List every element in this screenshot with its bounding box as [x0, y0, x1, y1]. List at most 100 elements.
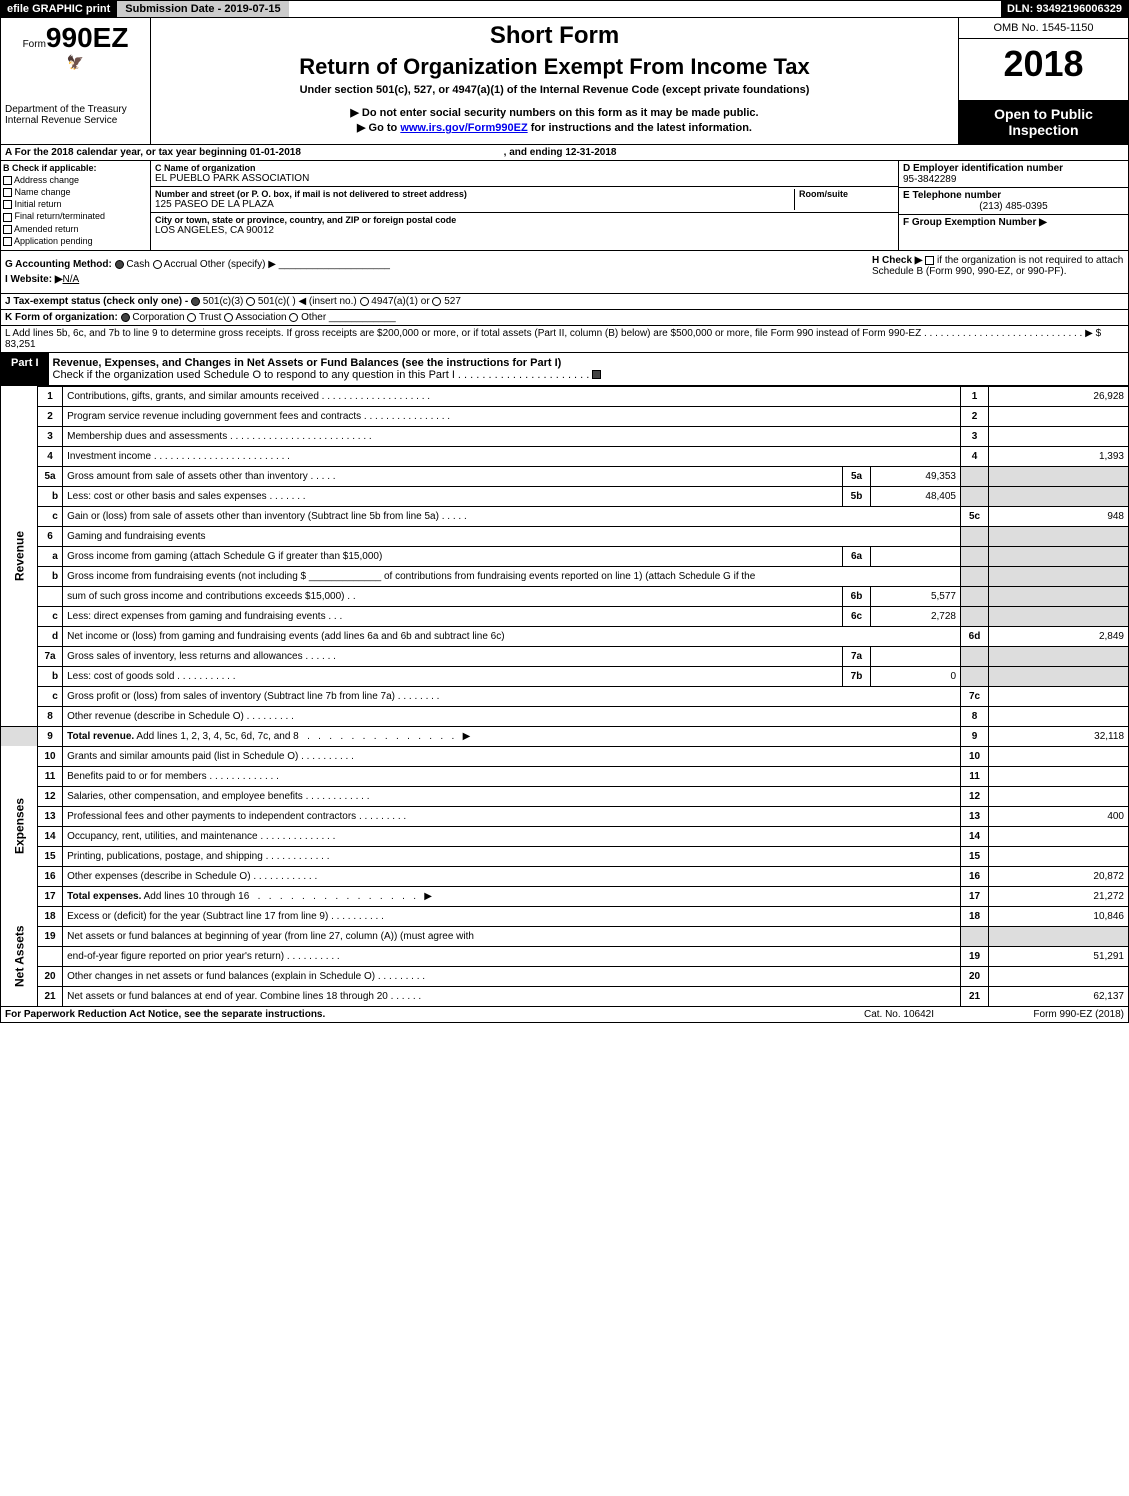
line-6c-num: c [38, 606, 63, 626]
line-5c-val: 948 [989, 506, 1129, 526]
footer-form-ref: Form 990-EZ (2018) [974, 1009, 1124, 1020]
col-b-right: D Employer identification number 95-3842… [898, 161, 1128, 250]
h-label: H Check ▶ [872, 255, 922, 266]
line-4: 4 Investment income . . . . . . . . . . … [1, 446, 1129, 466]
line-7a: 7a Gross sales of inventory, less return… [1, 646, 1129, 666]
amended-label: Amended return [14, 224, 79, 234]
line-3-box: 3 [961, 426, 989, 446]
radio-501c3[interactable] [191, 297, 200, 306]
line-20-num: 20 [38, 966, 63, 986]
pending-label: Application pending [14, 236, 93, 246]
checkbox-amended[interactable] [3, 225, 12, 234]
line-8: 8 Other revenue (describe in Schedule O)… [1, 706, 1129, 726]
line-6a-val-shaded [989, 546, 1129, 566]
radio-501c[interactable] [246, 297, 255, 306]
line-8-val [989, 706, 1129, 726]
line-5b-subval: 48,405 [871, 486, 961, 506]
radio-accrual[interactable] [153, 260, 162, 269]
line-5a-val-shaded [989, 466, 1129, 486]
line-8-num: 8 [38, 706, 63, 726]
line-8-box: 8 [961, 706, 989, 726]
line-21-box: 21 [961, 986, 989, 1006]
initial-label: Initial return [15, 199, 62, 209]
city-label: City or town, state or province, country… [155, 215, 894, 225]
f-label: F Group Exemption Number ▶ [903, 217, 1124, 228]
line-4-box: 4 [961, 446, 989, 466]
j-label: J Tax-exempt status (check only one) - [5, 296, 188, 307]
line-19b-desc: end-of-year figure reported on prior yea… [63, 946, 961, 966]
topbar: efile GRAPHIC print Submission Date - 20… [0, 0, 1129, 18]
j-opt4: 527 [444, 296, 461, 307]
line-13: 13 Professional fees and other payments … [1, 806, 1129, 826]
row-a-tax-year: A For the 2018 calendar year, or tax yea… [0, 145, 1129, 161]
line-7a-desc: Gross sales of inventory, less returns a… [63, 646, 843, 666]
irs-link[interactable]: www.irs.gov/Form990EZ [400, 122, 527, 134]
side-label-revenue: Revenue [1, 386, 38, 726]
part1-title: Revenue, Expenses, and Changes in Net As… [53, 357, 562, 369]
org-name: EL PUEBLO PARK ASSOCIATION [155, 173, 894, 184]
line-6a: a Gross income from gaming (attach Sched… [1, 546, 1129, 566]
line-7b-box-shaded [961, 666, 989, 686]
k-corp: Corporation [132, 312, 184, 323]
efile-print-button[interactable]: efile GRAPHIC print [1, 1, 116, 17]
line-5a-desc: Gross amount from sale of assets other t… [63, 466, 843, 486]
line-14: 14 Occupancy, rent, utilities, and maint… [1, 826, 1129, 846]
line-14-box: 14 [961, 826, 989, 846]
checkbox-final-return[interactable] [3, 213, 12, 222]
line-6b2-num [38, 586, 63, 606]
line-11-val [989, 766, 1129, 786]
line-21-val: 62,137 [989, 986, 1129, 1006]
checkbox-part1[interactable] [592, 370, 601, 379]
radio-assoc[interactable] [224, 313, 233, 322]
open-to-public: Open to Public Inspection [958, 100, 1128, 144]
part1-header: Part I Revenue, Expenses, and Changes in… [0, 353, 1129, 386]
line-19-box-shaded [961, 926, 989, 946]
header-row: Form990EZ 🦅 Short Form Return of Organiz… [0, 18, 1129, 100]
c-label: C Name of organization [155, 163, 894, 173]
checkbox-pending[interactable] [3, 237, 12, 246]
line-12-desc: Salaries, other compensation, and employ… [63, 786, 961, 806]
row-ghi-right: H Check ▶ if the organization is not req… [864, 255, 1124, 289]
line-2-desc: Program service revenue including govern… [63, 406, 961, 426]
radio-other[interactable] [289, 313, 298, 322]
row-j: J Tax-exempt status (check only one) - 5… [0, 294, 1129, 310]
checkbox-initial-return[interactable] [3, 200, 12, 209]
line-6d-num: d [38, 626, 63, 646]
line-2-num: 2 [38, 406, 63, 426]
row-ghi: G Accounting Method: Cash Accrual Other … [0, 251, 1129, 294]
side-label-expenses: Expenses [1, 746, 38, 906]
radio-cash[interactable] [115, 260, 124, 269]
line-6c-subval: 2,728 [871, 606, 961, 626]
line-6c: c Less: direct expenses from gaming and … [1, 606, 1129, 626]
name-change-label: Name change [15, 187, 71, 197]
line-6a-subval [871, 546, 961, 566]
line-21: 21 Net assets or fund balances at end of… [1, 986, 1129, 1006]
line-1-desc: Contributions, gifts, grants, and simila… [63, 386, 961, 406]
org-city: LOS ANGELES, CA 90012 [155, 225, 894, 236]
line-6c-val-shaded [989, 606, 1129, 626]
line-16-val: 20,872 [989, 866, 1129, 886]
checkbox-name-change[interactable] [3, 188, 12, 197]
line-7b-num: b [38, 666, 63, 686]
line-8-desc: Other revenue (describe in Schedule O) .… [63, 706, 961, 726]
radio-trust[interactable] [187, 313, 196, 322]
org-address: 125 PASEO DE LA PLAZA [155, 199, 794, 210]
part1-title-block: Revenue, Expenses, and Changes in Net As… [49, 353, 1128, 385]
dln-number: DLN: 93492196006329 [1001, 1, 1128, 17]
line-6d-val: 2,849 [989, 626, 1129, 646]
addr-change-label: Address change [14, 175, 79, 185]
form-table: Revenue 1 Contributions, gifts, grants, … [0, 386, 1129, 1007]
radio-4947[interactable] [360, 297, 369, 306]
line-5a-num: 5a [38, 466, 63, 486]
line-6-desc: Gaming and fundraising events [63, 526, 961, 546]
line-2-val [989, 406, 1129, 426]
line-5c-num: c [38, 506, 63, 526]
line-7c-val [989, 686, 1129, 706]
line-2: 2 Program service revenue including gove… [1, 406, 1129, 426]
line-6b-subval: 5,577 [871, 586, 961, 606]
checkbox-h[interactable] [925, 256, 934, 265]
radio-527[interactable] [432, 297, 441, 306]
line-13-desc: Professional fees and other payments to … [63, 806, 961, 826]
checkbox-address-change[interactable] [3, 176, 12, 185]
radio-corp[interactable] [121, 313, 130, 322]
